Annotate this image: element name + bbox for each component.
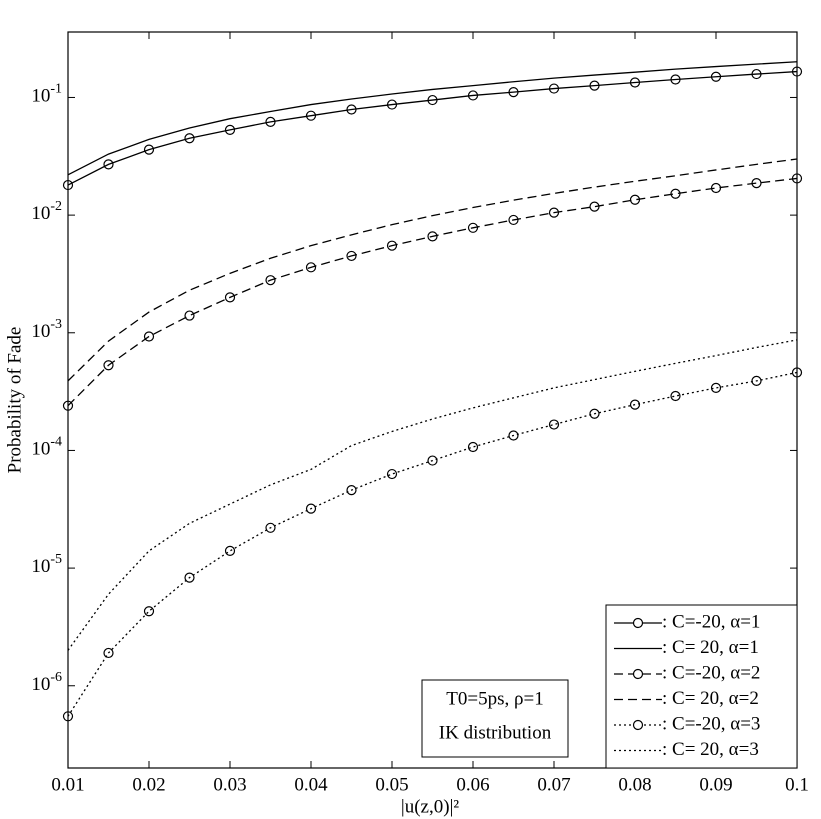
point-marker — [467, 222, 479, 233]
point-marker — [751, 375, 762, 386]
point-marker — [791, 173, 803, 184]
point-marker — [265, 275, 276, 286]
point-marker — [62, 400, 74, 411]
legend-marker — [632, 617, 644, 629]
annotation: IK distribution — [439, 722, 552, 743]
point-marker — [670, 188, 681, 199]
legend-label: : C= 20, α=2 — [662, 688, 759, 709]
point-marker — [143, 606, 155, 617]
point-marker — [427, 231, 438, 242]
point-marker — [305, 110, 317, 121]
point-marker — [589, 80, 600, 91]
point-marker — [467, 90, 479, 101]
point-marker — [346, 485, 357, 496]
point-marker — [346, 104, 357, 115]
x-tick-label: 0.03 — [213, 774, 246, 795]
point-marker — [386, 468, 398, 480]
point-marker — [710, 182, 722, 194]
x-axis-label: |u(z,0)|² — [401, 796, 459, 817]
point-marker — [629, 399, 641, 410]
point-marker — [670, 74, 681, 85]
point-marker — [548, 83, 560, 94]
legend-label: : C=-20, α=1 — [662, 611, 760, 632]
y-axis-label: Probability of Fade — [4, 327, 25, 474]
point-marker — [791, 66, 803, 77]
point-marker — [508, 430, 519, 441]
legend-label: : C=-20, α=2 — [662, 662, 760, 683]
point-marker — [103, 360, 114, 371]
x-tick-label: 0.07 — [537, 774, 570, 795]
legend-marker — [632, 668, 644, 680]
legend-label: : C=-20, α=3 — [662, 713, 760, 734]
x-tick-label: 0.01 — [51, 774, 84, 795]
y-tick-label: 10-3 — [31, 317, 62, 342]
point-marker — [224, 292, 236, 303]
x-tick-label: 0.05 — [375, 774, 408, 795]
x-tick-label: 0.08 — [618, 774, 651, 795]
point-marker — [62, 711, 74, 722]
point-marker — [589, 408, 600, 419]
y-tick-label: 10-1 — [31, 82, 62, 107]
point-marker — [265, 116, 276, 127]
point-marker — [710, 71, 722, 82]
y-tick-label: 10-2 — [31, 199, 62, 224]
legend-label: : C= 20, α=1 — [662, 637, 759, 658]
point-marker — [184, 572, 195, 583]
point-marker — [305, 262, 317, 273]
point-marker — [589, 201, 600, 212]
y-tick-label: 10-4 — [31, 435, 62, 460]
point-marker — [710, 382, 722, 394]
point-marker — [184, 133, 195, 144]
point-marker — [305, 503, 317, 514]
point-marker — [670, 390, 681, 402]
series-line — [67, 177, 798, 407]
point-marker — [467, 441, 479, 453]
point-marker — [346, 250, 357, 262]
point-marker — [386, 99, 398, 110]
point-marker — [427, 455, 438, 466]
point-marker — [103, 647, 114, 659]
point-marker — [427, 94, 438, 106]
point-marker — [265, 522, 276, 533]
point-marker — [508, 214, 519, 226]
annotation-box — [421, 679, 569, 758]
point-marker — [143, 144, 155, 155]
point-marker — [548, 419, 560, 430]
point-marker — [751, 178, 762, 189]
point-marker — [629, 194, 641, 205]
legend-marker — [632, 719, 644, 731]
point-marker — [62, 179, 74, 191]
point-marker — [791, 367, 803, 378]
x-tick-label: 0.06 — [456, 774, 489, 795]
x-tick-label: 0.09 — [699, 774, 732, 795]
point-marker — [224, 545, 236, 557]
point-marker — [629, 77, 641, 88]
point-marker — [508, 87, 519, 98]
series-line — [67, 70, 798, 186]
plot-frame — [67, 31, 798, 769]
legend-box — [605, 604, 798, 769]
y-tick-label: 10-6 — [31, 670, 62, 695]
series-line — [67, 339, 798, 651]
point-marker — [224, 124, 236, 135]
point-marker — [143, 331, 155, 342]
x-tick-label: 0.02 — [132, 774, 165, 795]
point-marker — [184, 310, 195, 321]
annotation: T0=5ps, ρ=1 — [446, 688, 543, 709]
x-tick-label: 0.04 — [294, 774, 328, 795]
x-tick-label: 0.1 — [785, 774, 809, 795]
point-marker — [548, 207, 560, 218]
point-marker — [386, 240, 398, 251]
series-line — [67, 158, 798, 382]
series-line — [67, 61, 798, 176]
point-marker — [751, 68, 762, 80]
series-line — [67, 371, 798, 717]
point-marker — [103, 159, 114, 170]
y-tick-label: 10-5 — [31, 552, 62, 577]
legend-label: : C= 20, α=3 — [662, 739, 759, 760]
